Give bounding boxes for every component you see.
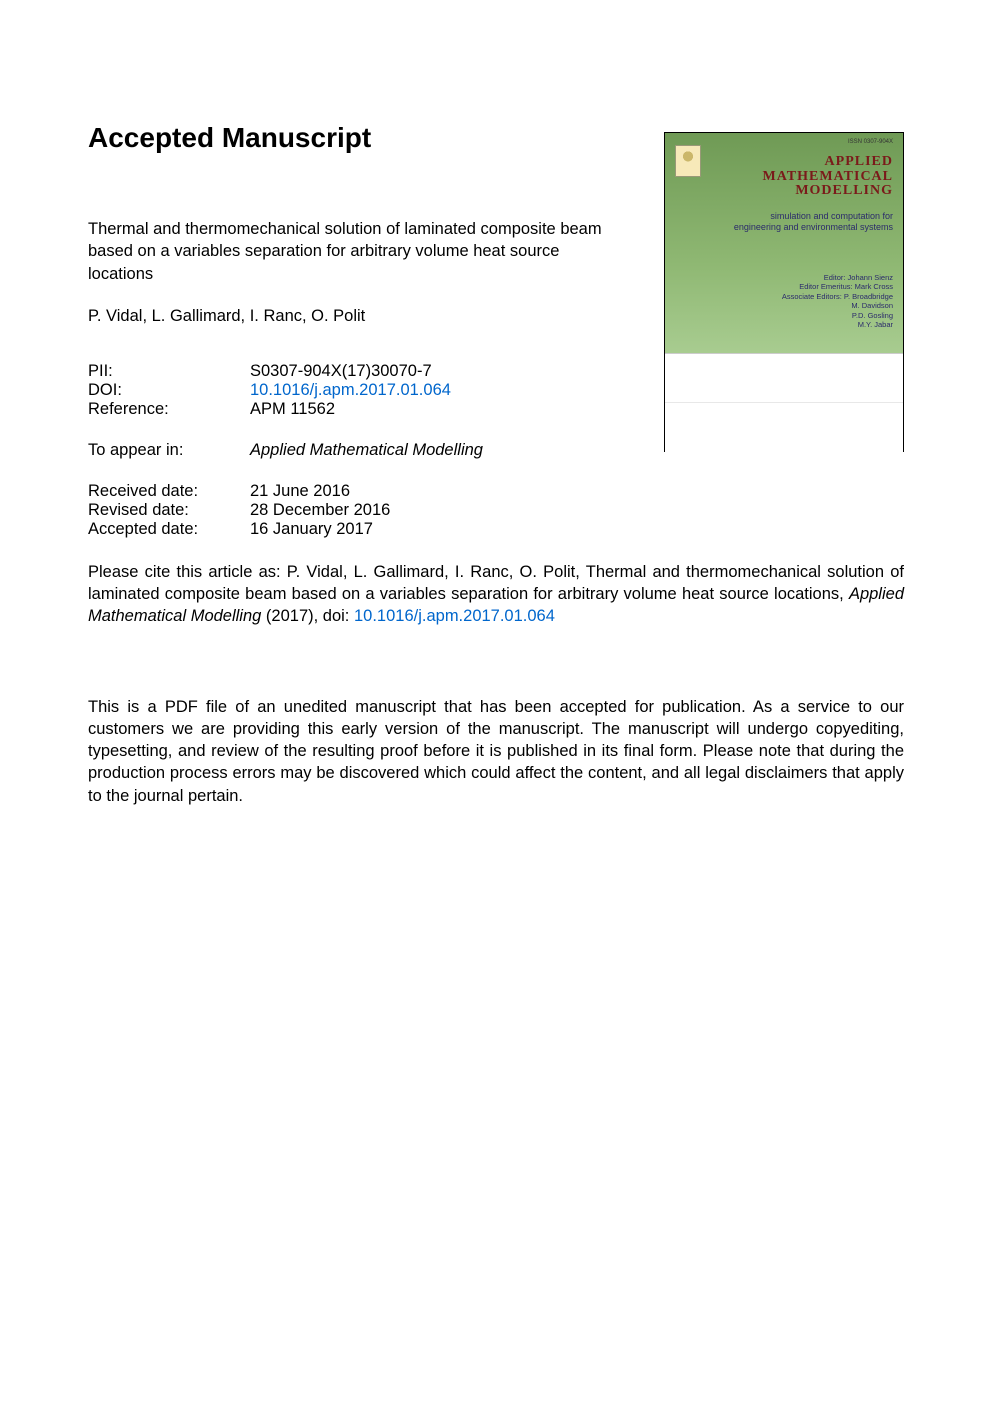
cover-journal-brand: APPLIED MATHEMATICAL MODELLING — [763, 155, 893, 199]
cover-bottom-panel — [665, 353, 903, 453]
disclaimer-paragraph: This is a PDF file of an unedited manusc… — [88, 696, 904, 807]
revised-date: 28 December 2016 — [250, 501, 390, 520]
doi-link[interactable]: 10.1016/j.apm.2017.01.064 — [250, 381, 451, 400]
cover-issn: ISSN 0307-904X — [848, 139, 893, 145]
cover-assoc-editor: M. Davidson — [782, 301, 893, 310]
pii-value: S0307-904X(17)30070-7 — [250, 362, 432, 381]
to-appear-journal: Applied Mathematical Modelling — [250, 441, 483, 460]
received-label: Received date: — [88, 482, 250, 501]
cover-brand-line3: MODELLING — [763, 184, 893, 199]
citation-paragraph: Please cite this article as: P. Vidal, L… — [88, 561, 904, 628]
table-row: Accepted date: 16 January 2017 — [88, 520, 904, 539]
accepted-date: 16 January 2017 — [250, 520, 373, 539]
cover-assoc-editor: M.Y. Jabar — [782, 320, 893, 329]
reference-label: Reference: — [88, 400, 250, 419]
revised-label: Revised date: — [88, 501, 250, 520]
cover-editor: Editor: Johann Sienz — [782, 273, 893, 282]
cover-editor-emeritus: Editor Emeritus: Mark Cross — [782, 282, 893, 291]
pii-label: PII: — [88, 362, 250, 381]
cover-top-panel: ISSN 0307-904X APPLIED MATHEMATICAL MODE… — [665, 133, 903, 353]
accepted-label: Accepted date: — [88, 520, 250, 539]
accepted-manuscript-page: ISSN 0307-904X APPLIED MATHEMATICAL MODE… — [0, 0, 992, 1403]
citation-year-doi-prefix: (2017), doi: — [261, 607, 354, 625]
to-appear-label: To appear in: — [88, 441, 250, 460]
cover-editors: Editor: Johann Sienz Editor Emeritus: Ma… — [782, 273, 893, 329]
article-title: Thermal and thermomechanical solution of… — [88, 218, 628, 285]
dates-table: Received date: 21 June 2016 Revised date… — [88, 482, 904, 539]
cover-assoc-editor: P.D. Gosling — [782, 311, 893, 320]
cover-brand-line1: APPLIED — [763, 155, 893, 170]
elsevier-logo-icon — [675, 145, 701, 177]
received-date: 21 June 2016 — [250, 482, 350, 501]
journal-cover-thumbnail: ISSN 0307-904X APPLIED MATHEMATICAL MODE… — [664, 132, 904, 452]
reference-value: APM 11562 — [250, 400, 335, 419]
doi-label: DOI: — [88, 381, 250, 400]
cover-subtitle: simulation and computation for engineeri… — [725, 211, 893, 234]
table-row: Received date: 21 June 2016 — [88, 482, 904, 501]
table-row: Revised date: 28 December 2016 — [88, 501, 904, 520]
cover-assoc-editors: Associate Editors: P. Broadbridge — [782, 292, 893, 301]
cover-brand-line2: MATHEMATICAL — [763, 170, 893, 185]
citation-text: Please cite this article as: P. Vidal, L… — [88, 563, 904, 603]
citation-doi-link[interactable]: 10.1016/j.apm.2017.01.064 — [354, 607, 555, 625]
